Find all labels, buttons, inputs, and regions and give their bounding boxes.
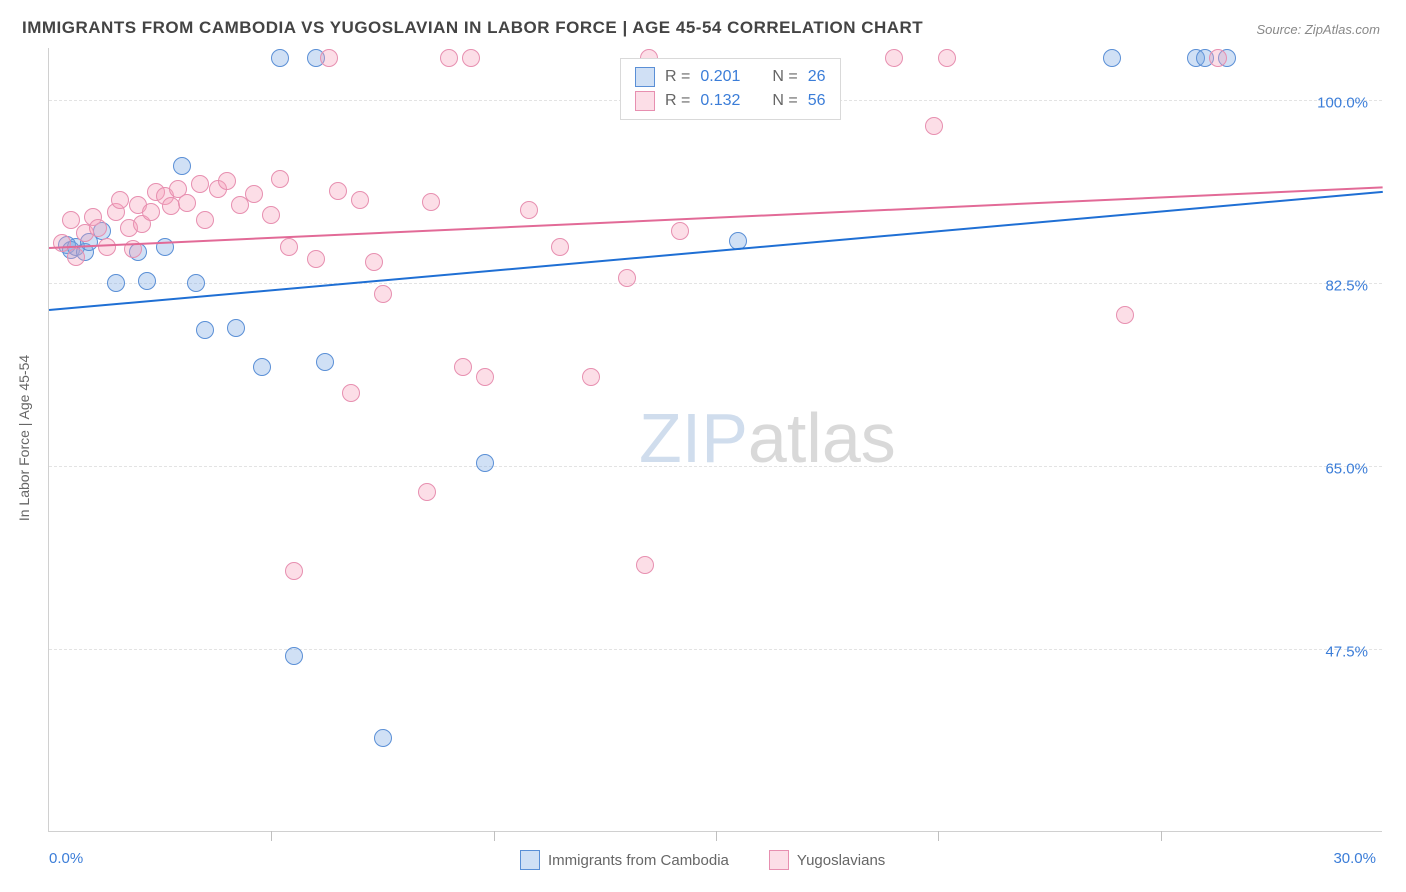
data-point <box>1103 49 1121 67</box>
stats-row: R = 0.201 N = 26 <box>635 65 826 89</box>
chart-title: IMMIGRANTS FROM CAMBODIA VS YUGOSLAVIAN … <box>22 18 923 38</box>
stats-legend-box: R = 0.201 N = 26 R = 0.132 N = 56 <box>620 58 841 120</box>
data-point <box>938 49 956 67</box>
data-point <box>365 253 383 271</box>
data-point <box>351 191 369 209</box>
r-label: R = <box>665 92 690 110</box>
data-point <box>107 274 125 292</box>
data-point <box>285 562 303 580</box>
data-point <box>618 269 636 287</box>
data-point <box>374 285 392 303</box>
data-point <box>885 49 903 67</box>
data-point <box>1209 49 1227 67</box>
data-point <box>227 319 245 337</box>
source-value: ZipAtlas.com <box>1305 22 1380 37</box>
bottom-legend: Immigrants from Cambodia Yugoslavians <box>520 850 885 870</box>
trend-line <box>49 191 1383 311</box>
data-point <box>191 175 209 193</box>
gridline <box>49 283 1382 284</box>
data-point <box>67 248 85 266</box>
data-point <box>280 238 298 256</box>
x-tick <box>271 831 272 841</box>
data-point <box>138 272 156 290</box>
y-tick-label: 65.0% <box>1325 461 1368 478</box>
data-point <box>142 203 160 221</box>
data-point <box>582 368 600 386</box>
data-point <box>422 193 440 211</box>
data-point <box>316 353 334 371</box>
source-attribution: Source: ZipAtlas.com <box>1256 22 1380 37</box>
legend-label: Yugoslavians <box>797 852 885 869</box>
gridline <box>49 466 1382 467</box>
data-point <box>307 250 325 268</box>
r-value: 0.201 <box>700 68 740 86</box>
data-point <box>440 49 458 67</box>
legend-label: Immigrants from Cambodia <box>548 852 729 869</box>
r-label: R = <box>665 68 690 86</box>
data-point <box>374 729 392 747</box>
chart-container: IMMIGRANTS FROM CAMBODIA VS YUGOSLAVIAN … <box>0 0 1406 892</box>
data-point <box>173 157 191 175</box>
data-point <box>245 185 263 203</box>
data-point <box>196 211 214 229</box>
data-point <box>418 483 436 501</box>
legend-item: Immigrants from Cambodia <box>520 850 729 870</box>
n-label: N = <box>772 68 797 86</box>
legend-item: Yugoslavians <box>769 850 885 870</box>
n-value: 56 <box>808 92 826 110</box>
x-tick <box>494 831 495 841</box>
data-point <box>329 182 347 200</box>
data-point <box>285 647 303 665</box>
x-tick-label: 0.0% <box>49 850 83 867</box>
data-point <box>253 358 271 376</box>
data-point <box>111 191 129 209</box>
n-value: 26 <box>808 68 826 86</box>
legend-swatch <box>635 67 655 87</box>
data-point <box>89 219 107 237</box>
stats-row: R = 0.132 N = 56 <box>635 89 826 113</box>
data-point <box>671 222 689 240</box>
data-point <box>636 556 654 574</box>
r-value: 0.132 <box>700 92 740 110</box>
data-point <box>320 49 338 67</box>
data-point <box>476 368 494 386</box>
plot-area: ZIPatlas 47.5%65.0%82.5%100.0%0.0%30.0% <box>48 48 1382 832</box>
y-tick-label: 100.0% <box>1317 95 1368 112</box>
data-point <box>262 206 280 224</box>
data-point <box>271 170 289 188</box>
data-point <box>218 172 236 190</box>
data-point <box>187 274 205 292</box>
y-tick-label: 82.5% <box>1325 278 1368 295</box>
source-label: Source: <box>1256 22 1304 37</box>
data-point <box>196 321 214 339</box>
data-point <box>462 49 480 67</box>
legend-swatch <box>769 850 789 870</box>
data-point <box>1116 306 1134 324</box>
data-point <box>454 358 472 376</box>
legend-swatch <box>520 850 540 870</box>
x-tick <box>938 831 939 841</box>
data-point <box>520 201 538 219</box>
data-point <box>476 454 494 472</box>
n-label: N = <box>772 92 797 110</box>
data-point <box>156 238 174 256</box>
x-tick-label: 30.0% <box>1333 850 1376 867</box>
x-tick <box>716 831 717 841</box>
data-point <box>342 384 360 402</box>
data-point <box>925 117 943 135</box>
y-axis-label: In Labor Force | Age 45-54 <box>16 355 32 521</box>
legend-swatch <box>635 91 655 111</box>
data-point <box>178 194 196 212</box>
data-point <box>271 49 289 67</box>
gridline <box>49 649 1382 650</box>
data-point <box>551 238 569 256</box>
y-tick-label: 47.5% <box>1325 644 1368 661</box>
x-tick <box>1161 831 1162 841</box>
